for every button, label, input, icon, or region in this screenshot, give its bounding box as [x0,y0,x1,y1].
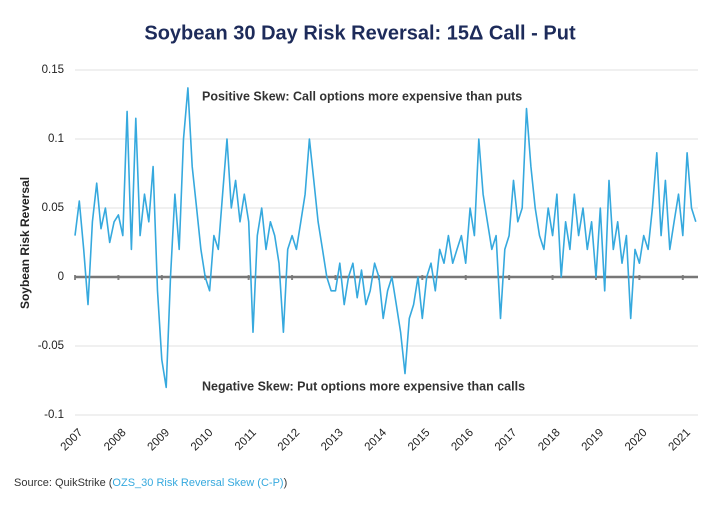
annotation: Negative Skew: Put options more expensiv… [202,379,525,393]
source-prefix: Source: QuikStrike ( [14,477,113,489]
x-tick-label: 2021 [666,427,693,454]
x-tick-label: 2009 [146,427,173,454]
y-tick-label: 0.1 [48,133,64,145]
data-line [74,87,697,389]
annotation: Positive Skew: Call options more expensi… [202,89,522,103]
y-tick-label: 0 [58,271,64,283]
x-tick-label: 2014 [363,426,390,453]
x-tick-label: 2017 [493,427,520,454]
source-link[interactable]: OZS_30 Risk Reversal Skew (C-P) [112,477,283,489]
x-tick-label: 2019 [580,427,607,454]
x-tick-label: 2015 [406,427,433,454]
x-tick-label: 2010 [189,427,216,454]
x-tick-label: 2020 [623,427,650,454]
source-suffix: ) [284,477,288,489]
x-tick-label: 2012 [276,427,303,454]
chart-title: Soybean 30 Day Risk Reversal: 15Δ Call -… [144,22,576,44]
x-tick-label: 2018 [536,427,563,454]
y-tick-label: 0.05 [42,202,64,214]
y-tick-label: -0.05 [38,340,64,352]
x-tick-label: 2008 [102,427,129,454]
x-tick-label: 2011 [233,427,259,453]
x-tick-label: 2007 [59,427,86,454]
x-tick-label: 2013 [319,427,346,454]
y-tick-label: -0.1 [44,409,64,421]
y-tick-label: 0.15 [42,64,64,76]
x-tick-label: 2016 [449,427,476,454]
y-axis-label: Soybean Risk Reversal [18,177,32,309]
source: Source: QuikStrike (OZS_30 Risk Reversal… [14,477,287,489]
